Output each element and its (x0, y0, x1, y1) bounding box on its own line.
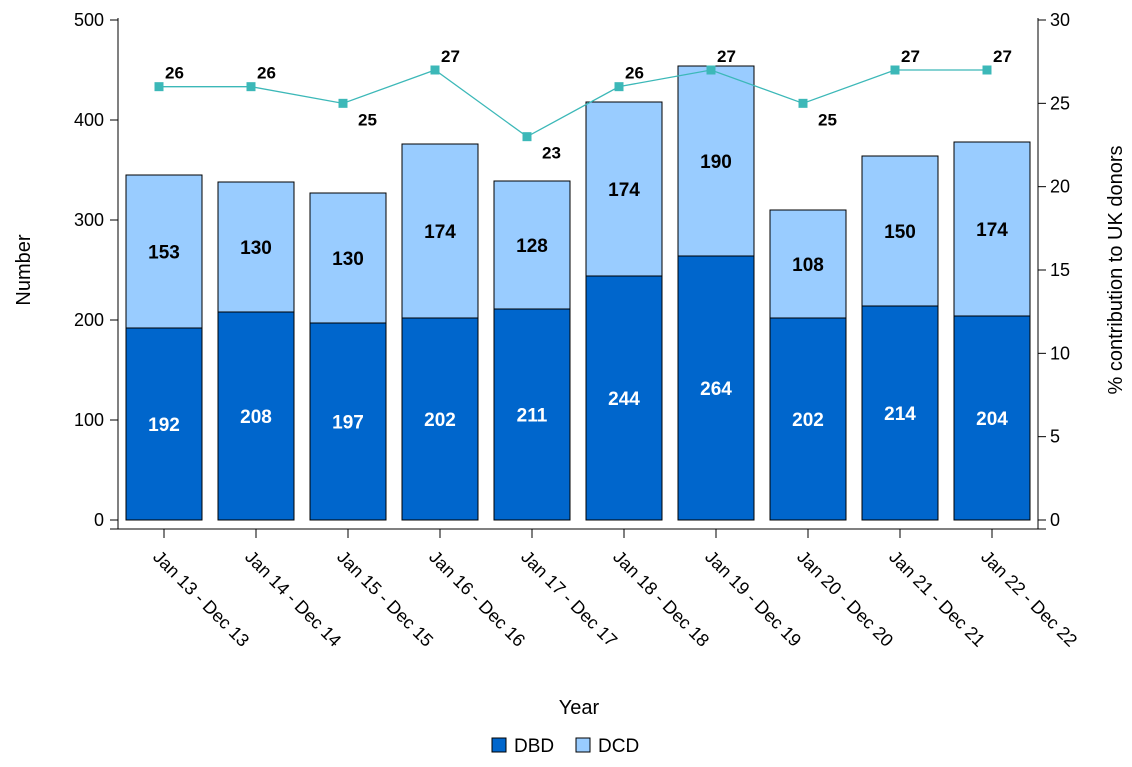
y2-tick-label: 20 (1050, 177, 1070, 197)
percentage-label: 23 (542, 144, 561, 163)
y2-tick-label: 10 (1050, 343, 1070, 363)
percentage-label: 27 (717, 47, 736, 66)
y-tick-label: 300 (74, 210, 104, 230)
bar-label-dcd: 174 (424, 222, 456, 243)
x-tick-label: Jan 17 - Dec 17 (517, 547, 621, 651)
y2-tick-label: 25 (1050, 93, 1070, 113)
bar-label-dcd: 130 (332, 249, 364, 270)
bar-dbd (401, 317, 479, 521)
y-tick-label: 500 (74, 10, 104, 30)
bar-label-dbd: 244 (608, 389, 640, 410)
percentage-label: 26 (257, 64, 276, 83)
percentage-label: 27 (901, 47, 920, 66)
y2-tick-label: 30 (1050, 10, 1070, 30)
legend-swatch-dcd (575, 737, 591, 753)
bar-label-dcd: 190 (700, 152, 732, 173)
percentage-label: 27 (993, 47, 1012, 66)
bar-dcd (585, 101, 663, 277)
percentage-label: 26 (165, 64, 184, 83)
legend-swatch-dbd (491, 737, 507, 753)
bar-dbd (493, 308, 571, 521)
percentage-label: 25 (358, 110, 377, 129)
bar-label-dbd: 192 (148, 415, 180, 436)
bar-dcd (677, 65, 755, 257)
bar-label-dcd: 108 (792, 255, 824, 276)
bar-label-dcd: 128 (516, 236, 548, 257)
bar-dbd (953, 315, 1031, 521)
bar-dbd (125, 327, 203, 521)
data-labels: 192 153 208 130 197 130 202 174 211 128 244 174 264 1… (148, 47, 1012, 436)
percentage-label: 26 (625, 64, 644, 83)
bar-dcd (493, 180, 571, 310)
bar-label-dcd: 150 (884, 222, 916, 243)
bar-dcd (769, 209, 847, 319)
y2-axis-title: % contribution to UK donors (1105, 145, 1127, 394)
bar-label-dbd: 264 (700, 379, 732, 400)
bar-dcd (861, 155, 939, 307)
y2-tick-label: 0 (1050, 510, 1060, 530)
y-tick-label: 200 (74, 310, 104, 330)
x-tick-label: Jan 22 - Dec 22 (977, 547, 1081, 651)
percentage-point (154, 82, 164, 92)
x-tick-label: Jan 20 - Dec 20 (793, 547, 897, 651)
x-tick-label: Jan 16 - Dec 16 (425, 547, 529, 651)
bar-label-dcd: 174 (608, 180, 640, 201)
bar-dcd (217, 181, 295, 313)
percentage-point (338, 98, 348, 108)
percentage-point (706, 65, 716, 75)
percentage-point (982, 65, 992, 75)
bars (125, 65, 1031, 521)
y-tick-label: 100 (74, 410, 104, 430)
bar-dbd (585, 275, 663, 521)
y2-tick-label: 5 (1050, 427, 1060, 447)
percentage-line-path (159, 69, 987, 138)
y-tick-label: 400 (74, 110, 104, 130)
legend: DBD DCD (491, 736, 639, 757)
x-tick-label: Jan 21 - Dec 21 (885, 547, 989, 651)
y2-tick-label: 15 (1050, 260, 1070, 280)
y-tick-label: 0 (94, 510, 104, 530)
legend-label-dcd: DCD (598, 736, 639, 757)
x-axis-title: Year (559, 697, 600, 719)
bar-dcd (125, 174, 203, 329)
bar-dcd (401, 143, 479, 319)
bar-label-dbd: 202 (792, 410, 824, 431)
bar-dbd (217, 311, 295, 521)
bar-label-dbd: 211 (517, 406, 548, 427)
percentage-label: 27 (441, 47, 460, 66)
bar-dbd (677, 255, 755, 521)
bar-dbd (769, 317, 847, 521)
bar-dcd (953, 141, 1031, 317)
x-tick-label: Jan 18 - Dec 18 (609, 547, 713, 651)
percentage-point (522, 132, 532, 142)
percentage-point (430, 65, 440, 75)
bar-label-dcd: 174 (976, 220, 1008, 241)
percentage-label: 25 (818, 110, 837, 129)
percentage-point (246, 82, 256, 92)
y-axis-title: Number (13, 234, 35, 305)
x-tick-label: Jan 14 - Dec 14 (241, 547, 345, 651)
x-tick-label: Jan 15 - Dec 15 (333, 547, 437, 651)
bar-label-dcd: 130 (240, 238, 272, 259)
bar-label-dbd: 208 (240, 407, 272, 428)
bar-dbd (861, 305, 939, 521)
percentage-point (614, 82, 624, 92)
bar-label-dbd: 197 (332, 413, 364, 434)
x-tick-label: Jan 19 - Dec 19 (701, 547, 805, 651)
percentage-point (798, 98, 808, 108)
bar-label-dbd: 204 (976, 409, 1008, 430)
bar-label-dbd: 214 (884, 404, 916, 425)
bar-label-dcd: 153 (148, 243, 180, 264)
percentage-point (890, 65, 900, 75)
legend-label-dbd: DBD (514, 736, 554, 757)
x-tick-label: Jan 13 - Dec 13 (149, 547, 253, 651)
bar-dcd (309, 192, 387, 324)
percentage-line (154, 65, 992, 142)
bar-label-dbd: 202 (424, 410, 456, 431)
